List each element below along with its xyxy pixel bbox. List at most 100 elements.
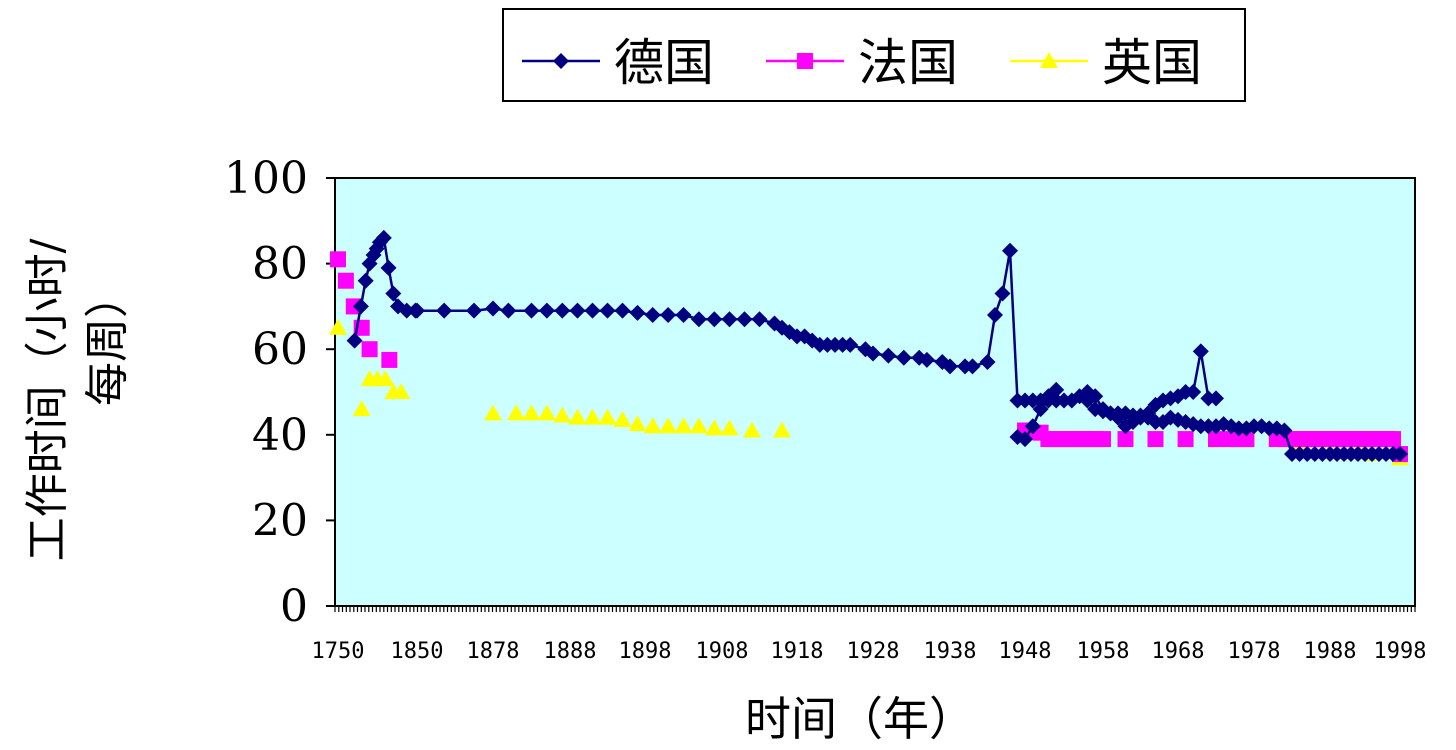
data-point [537,404,556,421]
series-square [330,251,1408,463]
x-tick-label: 1988 [1304,639,1357,664]
data-point [352,298,369,315]
data-point [1385,431,1401,448]
data-point [554,302,571,319]
x-tick-label: 1878 [467,639,520,664]
data-point [1117,431,1134,448]
data-point [1002,242,1018,259]
data-point [614,302,631,319]
y-axis-title: 工作时间（小时/每周） [22,238,133,561]
data-point [629,304,646,321]
data-point [337,272,354,289]
data-point [599,302,616,319]
legend: 德国 法国 英国 [502,8,1246,102]
x-tick-label: 1850 [391,639,444,664]
y-tick-label: 60 [252,324,308,375]
x-tick-label: 1998 [1374,639,1427,664]
legend-item: 法国 [766,34,958,92]
x-tick-label: 1908 [696,639,749,664]
data-point [994,285,1011,302]
data-point [385,285,402,302]
series-layer [329,229,1409,466]
data-point [743,421,761,438]
data-point [706,311,723,328]
data-point [329,318,347,335]
x-tick-label: 1888 [544,639,597,664]
data-point [357,272,374,289]
x-tick-label: 1968 [1152,639,1205,664]
data-point [380,259,397,276]
data-point [1177,431,1194,448]
x-axis: 1750 1850 1878 1888 1898 1908 1918 1928 1938 1948… [312,605,1427,664]
plot-area [334,177,1416,607]
data-point [538,302,555,319]
data-point [1185,384,1202,400]
data-point [392,383,411,399]
legend-marker [1040,52,1058,68]
data-point [644,306,661,323]
data-point [721,311,738,328]
legend-label: 法国 [858,34,958,92]
data-point [705,419,724,436]
data-point [1392,446,1408,463]
data-point [507,404,526,421]
data-point [987,306,1003,323]
data-point [773,421,791,438]
x-tick-label: 1958 [1077,639,1130,664]
data-point [1079,392,1096,409]
data-point [1032,401,1049,418]
data-point [643,417,662,434]
data-point [628,415,647,432]
data-point [568,408,587,425]
legend-item: 英国 [1010,34,1202,92]
data-point [598,408,617,425]
y-tick-label: 20 [252,495,308,546]
y-axis: 0 20 40 60 80 100 [224,153,335,632]
data-point [522,404,541,421]
data-point [979,354,996,371]
data-point [964,358,981,375]
data-point [361,341,378,358]
data-point [376,370,395,387]
legend-marker [553,53,569,69]
data-point [330,251,346,268]
data-point [409,302,425,319]
data-point [584,302,601,319]
legend-box [502,8,1246,102]
series-diamond [346,229,1408,463]
data-point [466,302,482,319]
data-point [1017,431,1033,448]
data-point [375,229,392,246]
data-point [689,417,708,434]
data-point [553,406,572,423]
data-point [720,419,739,436]
data-point [895,349,912,366]
data-point [613,410,632,427]
data-point [1208,431,1224,448]
data-point [751,311,768,328]
x-minor-ticks [334,606,1416,612]
data-point [736,311,753,328]
data-point [346,332,363,349]
legend-marker [797,53,813,69]
data-point [659,417,678,434]
y-tick-label: 0 [280,581,308,632]
y-tick-label: 100 [224,153,308,204]
data-point [484,404,502,421]
data-point [1147,431,1164,448]
x-tick-label: 1948 [999,639,1052,664]
x-tick-label: 1918 [771,639,824,664]
data-point [583,408,602,425]
data-point [1095,431,1111,448]
data-point [942,358,958,375]
x-tick-label: 1978 [1228,639,1281,664]
data-point [675,306,692,323]
data-point [865,345,881,362]
data-point [1238,431,1255,448]
data-point [918,351,935,368]
data-point [381,351,398,368]
data-point [500,302,517,319]
data-point [1024,418,1041,435]
data-point [436,302,453,319]
